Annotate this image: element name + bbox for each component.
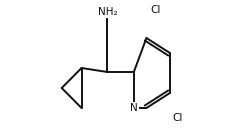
Text: NH₂: NH₂ [97,7,117,17]
Text: Cl: Cl [150,5,160,15]
Text: Cl: Cl [172,113,182,123]
Text: N: N [129,103,137,113]
